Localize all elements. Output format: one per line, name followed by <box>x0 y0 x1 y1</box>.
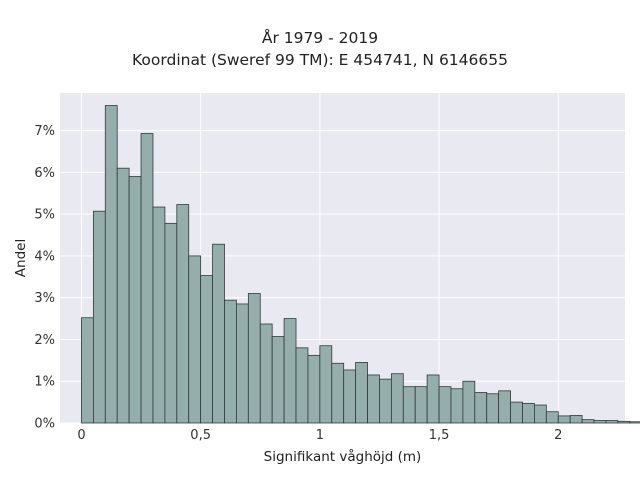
histogram-bar <box>390 373 404 424</box>
y-tick-label: 4% <box>34 249 55 264</box>
histogram-bar <box>271 336 285 424</box>
histogram-bar <box>414 386 428 424</box>
histogram-bar <box>522 402 535 424</box>
histogram-bar <box>617 420 631 424</box>
histogram-bar <box>295 347 309 424</box>
histogram-bar <box>104 105 118 424</box>
histogram-bar <box>200 275 213 424</box>
histogram-bar <box>545 411 559 424</box>
x-axis-label: Signifikant våghöjd (m) <box>264 448 422 465</box>
x-tick-label: 1,5 <box>429 428 450 443</box>
y-tick-label: 2% <box>34 333 55 348</box>
y-tick-label: 0% <box>34 417 55 432</box>
histogram-bar <box>188 255 202 424</box>
histogram-bar <box>164 222 178 424</box>
histogram-bar <box>486 393 500 424</box>
histogram-bar <box>569 415 583 424</box>
histogram-bar <box>629 421 640 424</box>
y-tick-label: 6% <box>34 166 55 181</box>
histogram-bar <box>247 293 261 424</box>
histogram-bar <box>116 167 130 424</box>
histogram-bar <box>236 303 249 424</box>
histogram-bar <box>402 386 416 424</box>
histogram-bar <box>438 386 452 424</box>
y-axis-label: Andel <box>13 239 29 277</box>
histogram-bar <box>474 392 488 424</box>
histogram-bar <box>128 176 142 424</box>
histogram-bar <box>152 206 166 424</box>
histogram-bar <box>176 204 190 424</box>
chart-title: År 1979 - 2019 <box>261 29 379 47</box>
histogram-bar <box>593 420 607 424</box>
y-tick-label: 3% <box>34 291 55 306</box>
histogram-bar <box>140 133 154 424</box>
histogram-bar <box>307 354 321 424</box>
histogram-bar <box>331 362 345 424</box>
bars <box>81 105 640 424</box>
histogram-bar <box>319 345 333 424</box>
x-tick-label: 0,5 <box>190 428 211 443</box>
histogram-bar <box>605 420 619 424</box>
x-tick-label: 2 <box>554 428 562 443</box>
histogram-bar <box>379 378 392 424</box>
histogram-bar <box>92 210 106 424</box>
histogram-bar <box>534 404 547 424</box>
histogram-bar <box>259 323 273 424</box>
histogram-bar <box>343 369 357 424</box>
y-tick-label: 5% <box>34 208 55 223</box>
x-ticks: 0 0,5 1 1,5 2 <box>77 428 562 443</box>
y-tick-label: 7% <box>34 124 55 139</box>
histogram-bar <box>212 243 225 424</box>
chart-subtitle: Koordinat (Sweref 99 TM): E 454741, N 61… <box>132 51 508 69</box>
histogram-bar <box>581 419 595 424</box>
y-ticks: 0% 1% 2% 3% 4% 5% 6% 7% <box>34 124 55 431</box>
y-tick-label: 1% <box>34 375 55 390</box>
histogram-bar <box>510 401 523 424</box>
histogram-bar <box>426 374 440 424</box>
x-tick-label: 0 <box>77 428 85 443</box>
histogram-bar <box>367 374 380 424</box>
histogram-bar <box>498 390 511 424</box>
histogram-bar <box>283 318 297 424</box>
histogram-bar <box>355 362 368 424</box>
x-tick-label: 1 <box>316 428 324 443</box>
histogram-bar <box>224 299 237 424</box>
histogram-bar <box>450 388 464 424</box>
histogram-bar <box>462 380 476 424</box>
histogram-bar <box>557 415 571 424</box>
histogram-bar <box>81 317 94 424</box>
